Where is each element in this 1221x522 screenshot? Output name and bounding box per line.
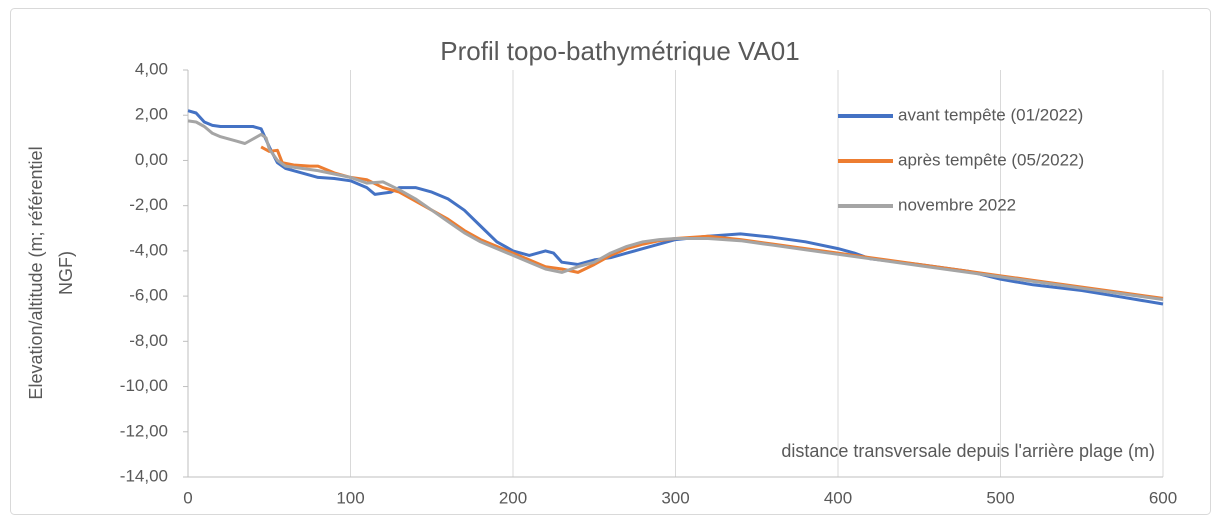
series-line	[187, 119, 1164, 301]
y-axis-title: Elevation/altitude (m; référentiel NGF)	[26, 146, 76, 399]
y-tick-label: -2,00	[129, 195, 168, 214]
chart-border	[10, 8, 1211, 515]
y-tick-label: 4,00	[135, 59, 168, 78]
legend-label: après tempête (05/2022)	[898, 150, 1084, 169]
y-tick-label: 2,00	[135, 105, 168, 124]
x-tick-label: 100	[336, 488, 364, 507]
x-tick-label: 400	[824, 488, 852, 507]
y-tick-label: -12,00	[120, 421, 168, 440]
y-tick-label: -6,00	[129, 286, 168, 305]
chart-title: Profil topo-bathymétrique VA01	[440, 36, 799, 66]
x-tick-label: 200	[499, 488, 527, 507]
y-tick-label: -4,00	[129, 240, 168, 259]
x-tick-label: 0	[183, 488, 192, 507]
y-tick-label: -10,00	[120, 376, 168, 395]
y-tick-label: 0,00	[135, 150, 168, 169]
y-tick-label: -8,00	[129, 331, 168, 350]
legend-label: avant tempête (01/2022)	[898, 105, 1083, 124]
x-tick-label: 300	[661, 488, 689, 507]
y-axis-title-line: Elevation/altitude (m; référentiel	[26, 146, 46, 399]
x-tick-label: 500	[986, 488, 1014, 507]
x-tick-label: 600	[1149, 488, 1177, 507]
x-axis-title: distance transversale depuis l'arrière p…	[781, 441, 1155, 461]
y-axis-title-line: NGF)	[56, 251, 76, 295]
y-tick-label: -14,00	[120, 466, 168, 485]
legend-label: novembre 2022	[898, 195, 1016, 214]
